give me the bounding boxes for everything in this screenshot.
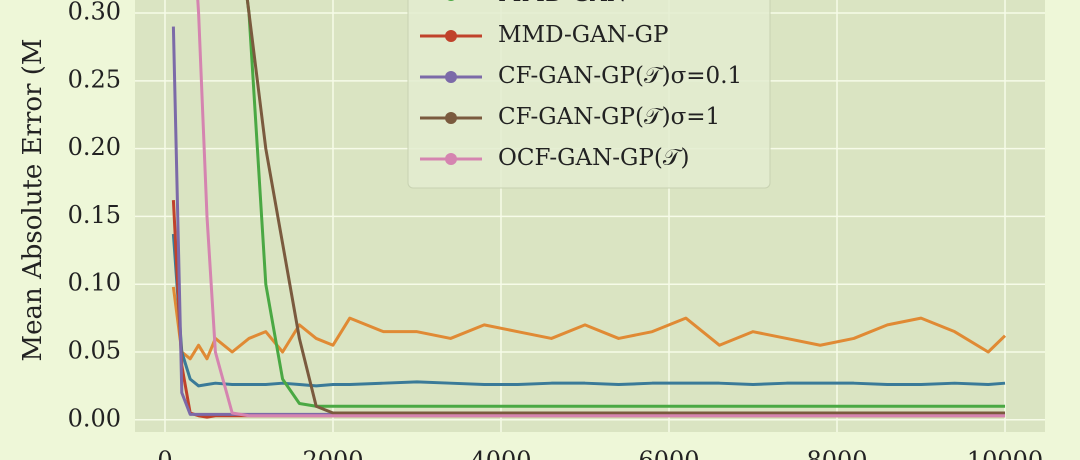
legend-marker — [447, 0, 455, 1]
series-line — [171, 286, 1007, 361]
legend-label: MMD-GAN — [498, 0, 627, 7]
legend-marker — [445, 30, 457, 42]
y-tick-label: 0.15 — [68, 201, 121, 229]
x-tick-label: 10000 — [967, 447, 1043, 460]
series-line — [245, 0, 1006, 408]
legend-marker — [445, 71, 457, 83]
y-tick-label: 0.10 — [68, 269, 121, 297]
x-tick-label: 0 — [157, 447, 172, 460]
x-tick-label: 6000 — [638, 447, 699, 460]
y-axis-label: Mean Absolute Error (M — [18, 38, 48, 361]
x-tick-label: 4000 — [470, 447, 531, 460]
legend-marker — [445, 112, 457, 124]
y-tick-label: 0.30 — [68, 0, 121, 26]
legend-label: CF-GAN-GP(𝒯)σ=1 — [498, 104, 720, 130]
y-tick-label: 0.25 — [68, 65, 121, 93]
series-line — [196, 0, 1006, 418]
x-tick-label: 2000 — [302, 447, 363, 460]
legend-marker — [445, 153, 457, 165]
y-tick-label: 0.20 — [68, 133, 121, 161]
y-tick-label: 0.05 — [68, 337, 121, 365]
series-line — [245, 0, 1006, 415]
legend-label: MMD-GAN-GP — [498, 22, 668, 48]
legend-label: OCF-GAN-GP(𝒯) — [498, 145, 689, 171]
legend — [407, 0, 771, 189]
y-tick-label: 0.00 — [68, 404, 121, 432]
legend-label: CF-GAN-GP(𝒯)σ=0.1 — [498, 63, 742, 89]
x-tick-label: 8000 — [806, 447, 867, 460]
